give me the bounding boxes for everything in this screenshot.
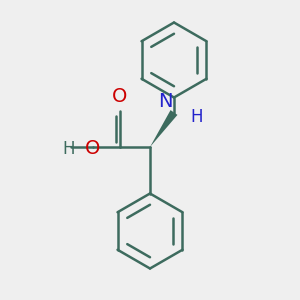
Text: N: N <box>158 92 172 111</box>
Text: O: O <box>112 87 128 106</box>
Text: H: H <box>63 140 75 158</box>
Text: H: H <box>190 108 203 126</box>
Text: O: O <box>85 139 101 158</box>
Polygon shape <box>150 110 177 147</box>
